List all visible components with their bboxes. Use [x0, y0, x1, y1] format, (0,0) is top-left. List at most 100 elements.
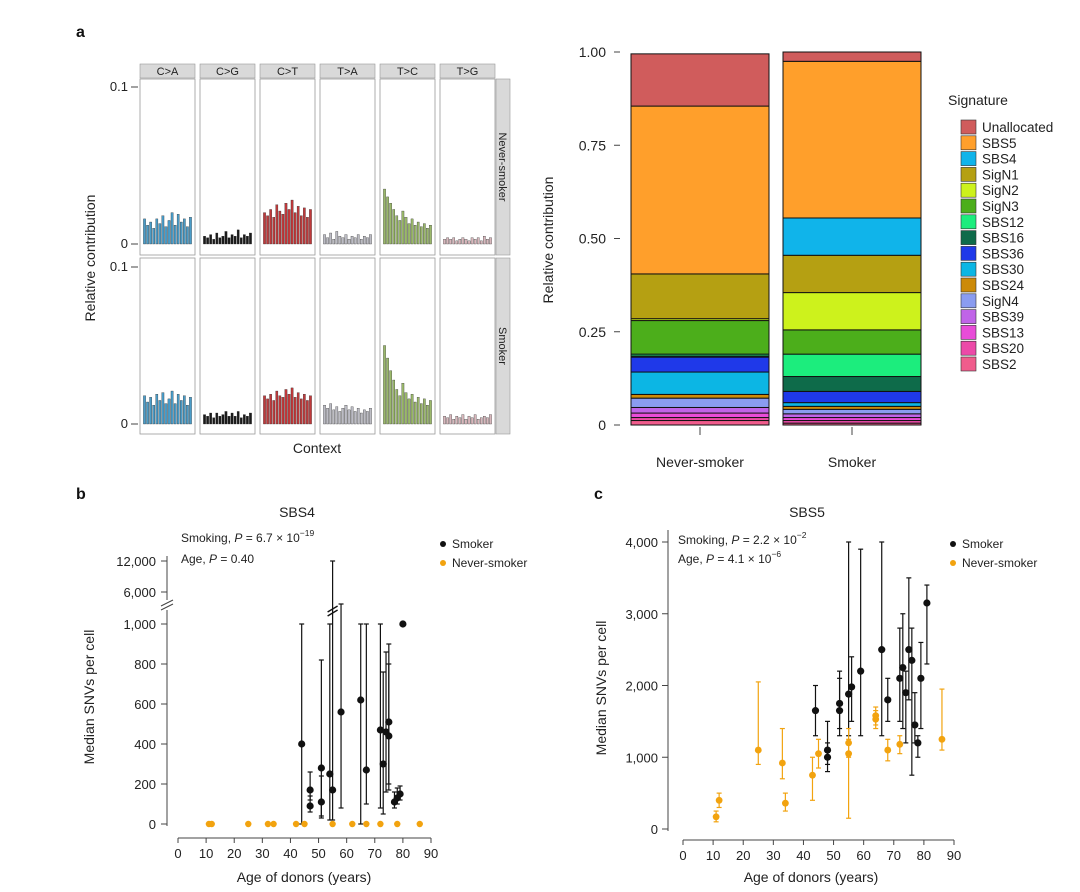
legend-label: SBS24 — [982, 278, 1025, 293]
spectrum-bar — [407, 223, 411, 245]
data-point-Smoker — [878, 646, 886, 654]
spectrum-bar — [309, 209, 312, 245]
spectrum-bar — [464, 239, 468, 245]
panel-label-b: b — [76, 486, 86, 503]
y-tick-label: 200 — [134, 777, 156, 792]
data-point-Smoker — [899, 663, 907, 672]
data-point-Smoker — [298, 740, 306, 748]
spectrum-bar — [398, 395, 402, 425]
spectrum-bar — [369, 408, 372, 425]
facet-label: T>C — [397, 66, 418, 78]
legend-swatch — [960, 198, 977, 214]
x-tick-label: 40 — [283, 846, 297, 861]
data-point-Smoker — [317, 764, 325, 772]
data-point-Smoker — [362, 766, 370, 774]
spectrum-bar — [183, 218, 186, 245]
spectrum-bar — [473, 414, 477, 425]
spectrum-bar — [236, 411, 240, 425]
data-point-Smoker — [896, 674, 904, 682]
y-axis-label: Median SNVs per cell — [81, 630, 97, 765]
spectrum-bar — [404, 217, 408, 245]
spectrum-bar — [284, 389, 288, 425]
data-point-Smoker — [385, 732, 393, 740]
spectrum-bar — [266, 215, 269, 245]
spectrum-bar — [416, 221, 420, 245]
spectrum-bar — [278, 395, 282, 425]
data-point-Never-smoker — [208, 820, 215, 828]
spectrum-bar — [455, 415, 459, 425]
facet-panel — [139, 78, 196, 256]
stack-segment-SBS39 — [782, 413, 922, 419]
spectrum-bar — [186, 405, 189, 425]
stack-segment-SigN1 — [630, 273, 770, 320]
spectrum-bar — [329, 403, 332, 425]
spectrum-bar — [269, 394, 272, 425]
x-tick-label: 50 — [311, 846, 325, 861]
y-tick-label: 0 — [651, 822, 658, 837]
spectrum-bar — [366, 237, 369, 245]
x-tick-label: 80 — [917, 848, 931, 863]
spectrum-bar — [476, 419, 480, 425]
spectrum-bar — [470, 237, 474, 245]
spectrum-bar — [383, 188, 386, 245]
spectrum-bar — [272, 400, 275, 425]
spectrum-bar — [303, 394, 306, 425]
spectrum-bar — [326, 237, 329, 245]
facet-strip-3 — [319, 63, 376, 79]
x-tick-label: 90 — [424, 846, 438, 861]
data-point-Smoker — [914, 739, 922, 747]
spectrum-bar — [249, 232, 252, 245]
spectrum-bar — [299, 398, 303, 425]
facet-panel — [259, 257, 316, 435]
y-tick-label: 3,000 — [625, 607, 658, 622]
data-point-Never-smoker — [815, 750, 822, 758]
spectrum-bar — [161, 215, 165, 245]
spectrum-bar — [429, 400, 432, 425]
facet-panel — [379, 78, 436, 256]
legend-swatch — [960, 230, 977, 245]
y-tick-label: 1.00 — [579, 44, 606, 60]
spectrum-bar — [227, 415, 231, 425]
spectrum-bar — [236, 229, 240, 245]
spectrum-bar — [455, 240, 459, 245]
spectrum-bar — [446, 417, 449, 425]
stat-annotation-smoking: Smoking, P = 6.7 × 10−19 — [181, 528, 314, 545]
spectrum-bar — [209, 412, 212, 425]
legend-dot — [440, 560, 446, 566]
legend-label: Unallocated — [982, 120, 1053, 135]
spectrum-bar — [281, 214, 285, 245]
spectrum-bar — [246, 415, 249, 425]
stack-segment-SBS36 — [782, 390, 922, 404]
spectrum-bar — [239, 237, 243, 245]
legend-swatch — [960, 277, 977, 293]
spectrum-bar — [224, 411, 228, 425]
spectrum-bar — [179, 400, 183, 425]
data-point-Never-smoker — [363, 820, 370, 828]
spectrum-bar — [224, 231, 228, 245]
spectrum-bar — [306, 217, 309, 245]
data-point-Never-smoker — [394, 820, 401, 828]
spectrum-bar — [284, 203, 288, 245]
legend-dot — [950, 541, 956, 547]
spectrum-bar — [369, 234, 372, 245]
stack-segment-SBS4 — [782, 217, 922, 256]
facet-strip-1 — [199, 63, 256, 79]
spectrum-bar — [467, 415, 471, 425]
spectrum-bar — [158, 400, 162, 425]
error-break — [327, 609, 338, 617]
spectrum-bar — [359, 239, 363, 245]
facet-label: C>G — [216, 66, 239, 78]
stack-segment-SBS13 — [630, 412, 770, 419]
spectrum-bar — [347, 409, 351, 425]
legend-label: Smoker — [452, 537, 493, 551]
data-point-Never-smoker — [270, 820, 277, 828]
spectrum-bar — [263, 395, 266, 425]
spectrum-bar — [212, 417, 215, 425]
data-point-Smoker — [835, 699, 844, 708]
data-point-Smoker — [399, 620, 407, 628]
legend-swatch — [960, 135, 977, 151]
spectrum-bar — [452, 237, 455, 245]
spectrum-bar — [461, 237, 465, 245]
x-tick-label: Smoker — [828, 454, 877, 470]
spectrum-bar — [155, 394, 159, 425]
